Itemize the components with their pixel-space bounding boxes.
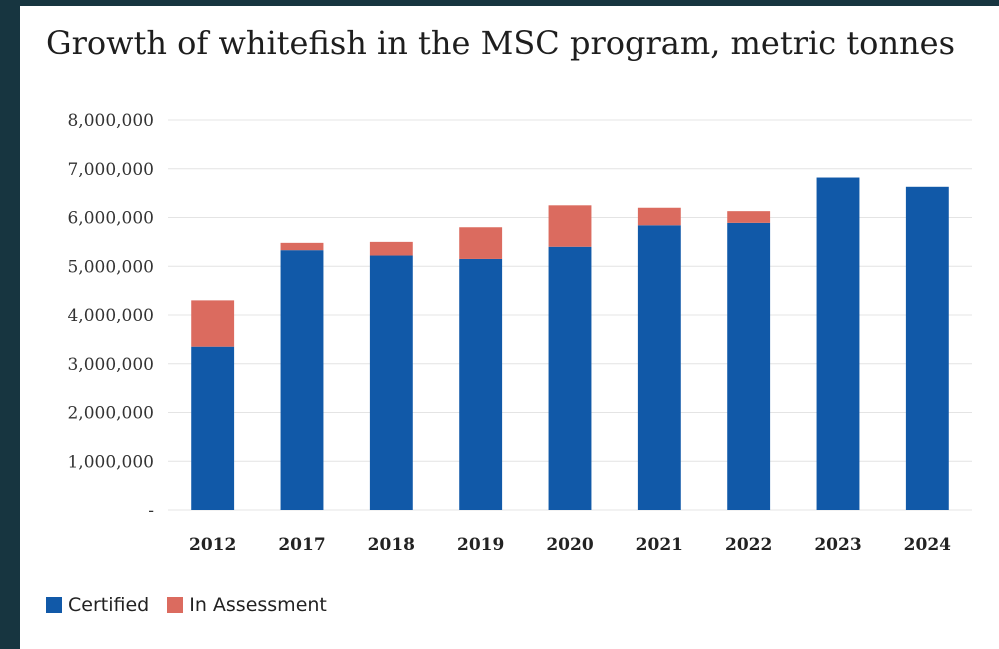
legend-item-in-assessment: In Assessment: [167, 594, 327, 616]
chart-card: Growth of whitefish in the MSC program, …: [20, 6, 999, 649]
x-tick-label: 2021: [636, 535, 683, 555]
legend-label-certified: Certified: [68, 594, 150, 616]
y-tick-label: 5,000,000: [67, 257, 154, 277]
legend-swatch-in-assessment: [167, 597, 184, 613]
x-tick-label: 2023: [814, 535, 861, 555]
bar-in-assessment: [637, 207, 681, 226]
y-tick-label: 3,000,000: [67, 355, 154, 375]
x-tick-label: 2012: [189, 535, 236, 555]
x-tick-label: 2022: [725, 535, 772, 555]
bar-certified: [727, 222, 771, 511]
bar-certified: [191, 346, 235, 510]
y-tick-label: 7,000,000: [67, 160, 154, 180]
bar-in-assessment: [191, 300, 235, 347]
x-tick-label: 2024: [904, 535, 951, 555]
y-tick-label: 2,000,000: [67, 404, 154, 424]
y-tick-label: 6,000,000: [67, 209, 154, 229]
bar-certified: [816, 177, 860, 510]
legend-item-certified: Certified: [46, 594, 149, 616]
y-tick-label: 4,000,000: [67, 306, 154, 326]
x-tick-label: 2019: [457, 535, 504, 555]
bar-certified: [369, 255, 413, 510]
bar-in-assessment: [548, 205, 592, 247]
bar-certified: [548, 246, 592, 510]
bar-in-assessment: [369, 241, 413, 256]
bar-certified: [459, 258, 503, 510]
bar-in-assessment: [727, 211, 771, 223]
bar-in-assessment: [459, 227, 503, 259]
bar-certified: [637, 225, 681, 511]
x-tick-label: 2020: [546, 535, 593, 555]
y-tick-label: -: [148, 501, 154, 521]
y-tick-label: 1,000,000: [67, 452, 154, 472]
legend: Certified In Assessment: [46, 594, 345, 616]
legend-swatch-certified: [46, 597, 62, 613]
y-tick-label: 8,000,000: [67, 111, 154, 131]
bar-in-assessment: [280, 242, 324, 251]
x-tick-label: 2018: [368, 535, 415, 555]
legend-label-in-assessment: In Assessment: [189, 594, 327, 616]
bar-certified: [905, 186, 949, 510]
chart-title: Growth of whitefish in the MSC program, …: [46, 24, 956, 62]
bar-certified: [280, 250, 324, 510]
bar-chart: - 1,000,000 2,000,000 3,000,000 4,000,000 5,0…: [67, 111, 972, 555]
x-tick-label: 2017: [278, 535, 325, 555]
